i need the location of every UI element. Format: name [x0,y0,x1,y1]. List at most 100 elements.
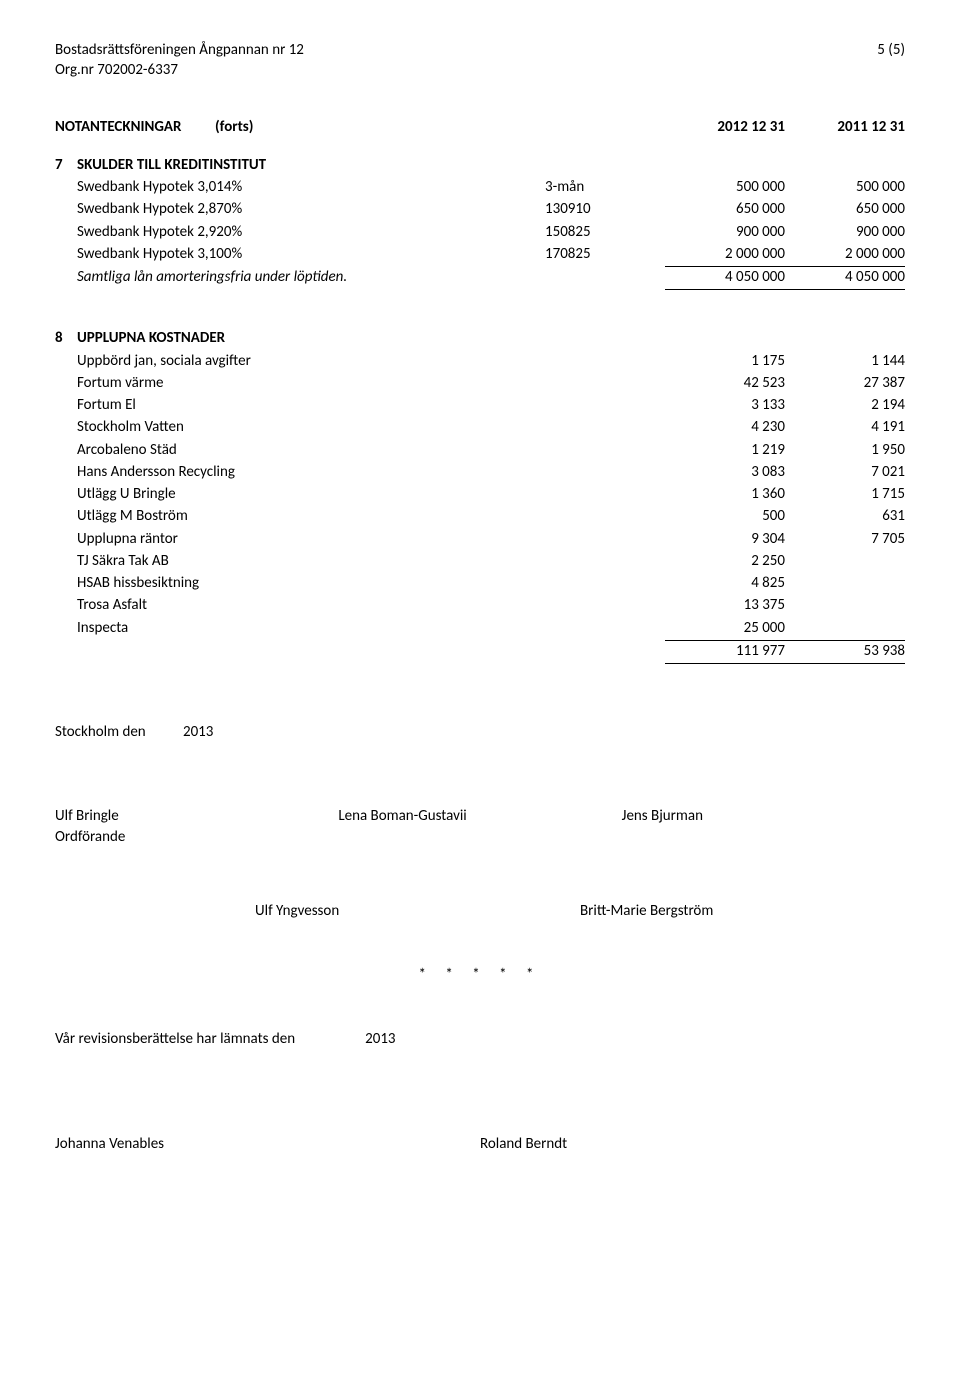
auditor2: Roland Berndt [480,1134,905,1154]
table-row: Swedbank Hypotek 2,920% 150825 900 000 9… [55,222,905,244]
sec7-r0-v1: 500 000 [665,177,785,199]
sec7-r3-label: Swedbank Hypotek 3,100% [77,244,545,267]
sec7-r3-v2: 2 000 000 [785,244,905,267]
sec8-total-v1: 111 977 [665,640,785,663]
sec7-total-v1: 4 050 000 [665,267,785,290]
sec7-heading-row: 7 SKULDER TILL KREDITINSTITUT [55,155,905,177]
table-row: Inspecta25 000 [55,618,905,641]
sec8-r1-v2: 27 387 [785,373,905,395]
table-row: Swedbank Hypotek 3,100% 170825 2 000 000… [55,244,905,267]
revision-row: Vår revisionsberättelse har lämnats den … [55,1029,905,1049]
auditors-row: Johanna Venables Roland Berndt [55,1134,905,1154]
stars-divider: * * * * * [55,965,905,985]
table-row: TJ Säkra Tak AB2 250 [55,551,905,573]
sec8-r12-v2 [785,618,905,641]
sig5: Britt-Marie Bergström [580,901,905,921]
sec8-idx: 8 [55,328,77,350]
sig-row-1: Ulf Bringle Ordförande Lena Boman-Gustav… [55,806,905,847]
sec8-r4-label: Arcobaleno Städ [77,440,665,462]
title-years: 2012 12 31 2011 12 31 [665,117,905,137]
sec8-r3-label: Stockholm Vatten [77,417,665,439]
sec8-total-row: 111 97753 938 [55,640,905,663]
table-row: Fortum El3 1332 194 [55,395,905,417]
sec8-r1-label: Fortum värme [77,373,665,395]
place-date: Stockholm den 2013 [55,722,905,742]
table-row: Swedbank Hypotek 3,014% 3-mån 500 000 50… [55,177,905,199]
sec8-r11-v1: 13 375 [665,595,785,617]
sig1-name: Ulf Bringle [55,806,338,826]
sec8-r12-label: Inspecta [77,618,665,641]
sec8-r7-v2: 631 [785,506,905,528]
sec8-r7-label: Utlägg M Boström [77,506,665,528]
sec7-r1-label: Swedbank Hypotek 2,870% [77,199,545,221]
sig1-title: Ordförande [55,827,338,847]
sec8-r6-v1: 1 360 [665,484,785,506]
sig3-name: Jens Bjurman [622,806,905,826]
sec8-r2-v2: 2 194 [785,395,905,417]
sec8-r10-label: HSAB hissbesiktning [77,573,665,595]
sec8-r5-v2: 7 021 [785,462,905,484]
section-8-table: 8 UPPLUPNA KOSTNADER Uppbörd jan, social… [55,328,905,664]
sec8-heading: UPPLUPNA KOSTNADER [77,328,665,350]
sec7-total-row: Samtliga lån amorteringsfria under löpti… [55,267,905,290]
table-row: HSAB hissbesiktning4 825 [55,573,905,595]
sec7-idx: 7 [55,155,77,177]
sec8-r1-v1: 42 523 [665,373,785,395]
sec7-r1-term: 130910 [545,199,665,221]
page-indicator: 5 (5) [877,40,905,81]
sec8-r5-label: Hans Andersson Recycling [77,462,665,484]
sec8-r6-label: Utlägg U Bringle [77,484,665,506]
sec8-r4-v1: 1 219 [665,440,785,462]
sec8-r2-v1: 3 133 [665,395,785,417]
sec8-r3-v2: 4 191 [785,417,905,439]
sec8-r9-v2 [785,551,905,573]
sec7-r3-v1: 2 000 000 [665,244,785,267]
sec8-r11-label: Trosa Asfalt [77,595,665,617]
sec8-r8-label: Upplupna räntor [77,529,665,551]
page-header: Bostadsrättsföreningen Ångpannan nr 12 O… [55,40,905,81]
table-row: Upplupna räntor9 3047 705 [55,529,905,551]
title-forts: (forts) [215,117,253,137]
sec7-r2-v1: 900 000 [665,222,785,244]
sig-row-2: Ulf Yngvesson Britt-Marie Bergström [55,901,905,921]
rev-year: 2013 [365,1029,395,1049]
table-row: Uppbörd jan, sociala avgifter1 1751 144 [55,351,905,373]
sec8-r6-v2: 1 715 [785,484,905,506]
sec8-r7-v1: 500 [665,506,785,528]
sig-spacer [55,901,255,921]
auditor1: Johanna Venables [55,1134,480,1154]
sec7-r0-label: Swedbank Hypotek 3,014% [77,177,545,199]
sec8-r0-v2: 1 144 [785,351,905,373]
sec7-r2-v2: 900 000 [785,222,905,244]
table-row: Utlägg M Boström500631 [55,506,905,528]
sig5-name: Britt-Marie Bergström [580,901,905,921]
sec8-r8-v2: 7 705 [785,529,905,551]
title-year2: 2011 12 31 [785,117,905,137]
section-7-table: 7 SKULDER TILL KREDITINSTITUT Swedbank H… [55,155,905,291]
sec8-r5-v1: 3 083 [665,462,785,484]
rev-text: Vår revisionsberättelse har lämnats den [55,1029,295,1049]
sec8-r9-label: TJ Säkra Tak AB [77,551,665,573]
sec8-r8-v1: 9 304 [665,529,785,551]
sec7-r1-v1: 650 000 [665,199,785,221]
sec7-r0-v2: 500 000 [785,177,905,199]
sig2: Lena Boman-Gustavii [338,806,621,847]
sec8-r0-v1: 1 175 [665,351,785,373]
sig2-name: Lena Boman-Gustavii [338,806,621,826]
sig4: Ulf Yngvesson [255,901,580,921]
sig1: Ulf Bringle Ordförande [55,806,338,847]
title-lead: NOTANTECKNINGAR [55,117,215,137]
table-row: Utlägg U Bringle1 3601 715 [55,484,905,506]
sec8-r4-v2: 1 950 [785,440,905,462]
sig4-name: Ulf Yngvesson [255,901,580,921]
title-year1: 2012 12 31 [665,117,785,137]
sec8-r3-v1: 4 230 [665,417,785,439]
sec8-r11-v2 [785,595,905,617]
sig3: Jens Bjurman [622,806,905,847]
sec8-r0-label: Uppbörd jan, sociala avgifter [77,351,665,373]
title-row: NOTANTECKNINGAR (forts) 2012 12 31 2011 … [55,117,905,137]
table-row: Arcobaleno Städ1 2191 950 [55,440,905,462]
sec8-r12-v1: 25 000 [665,618,785,641]
table-row: Fortum värme42 52327 387 [55,373,905,395]
signature-block: Stockholm den 2013 Ulf Bringle Ordförand… [55,722,905,1154]
